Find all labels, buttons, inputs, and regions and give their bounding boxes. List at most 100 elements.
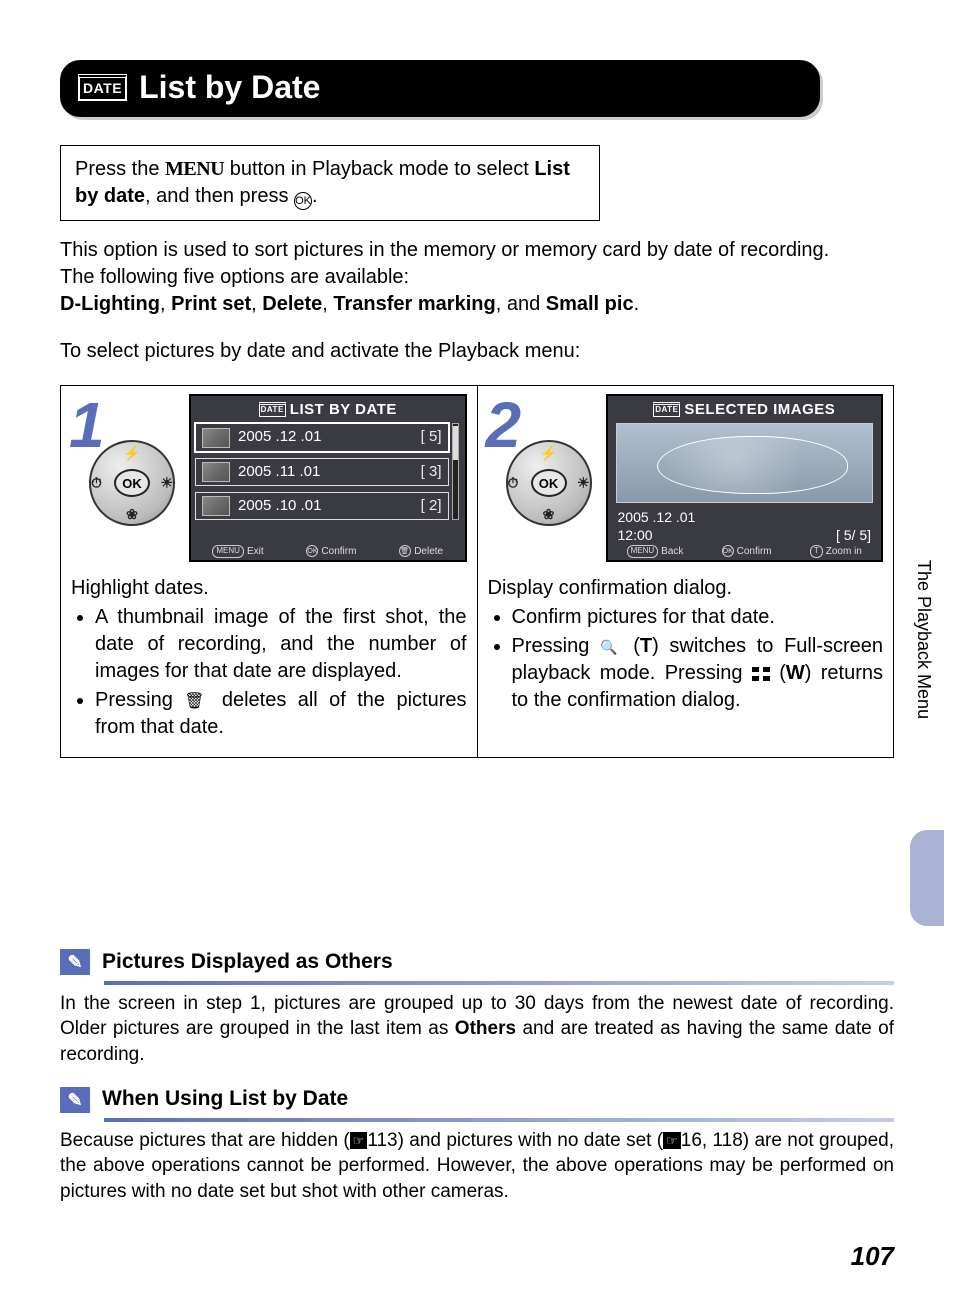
lcd-date-icon: DATE bbox=[653, 402, 680, 417]
lcd-row-2: 2005 .11 .01 [ 3] bbox=[195, 458, 449, 486]
note-2: ✎ When Using List by Date Because pictur… bbox=[60, 1085, 894, 1204]
note2-ref1: 113 bbox=[367, 1130, 397, 1151]
dpad-ok-button: OK bbox=[114, 469, 150, 497]
lcd-row2-date: 2005 .11 .01 bbox=[238, 462, 320, 482]
foot-ok-btn: OK bbox=[306, 545, 318, 557]
step-1: 1 ⚡ ❀ ⏱ ☀ OK DATELIST BY DATE 2005 .12 .… bbox=[61, 386, 477, 757]
step2-text: Display confirmation dialog. Confirm pic… bbox=[488, 575, 884, 714]
lcd-row2-count: [ 3] bbox=[421, 462, 442, 482]
intro-line2: The following five options are available… bbox=[60, 264, 894, 291]
intro-options: D-Lighting, Print set, Delete, Transfer … bbox=[60, 291, 894, 318]
section-title: List by Date bbox=[139, 66, 320, 109]
lcd-scrollbar bbox=[452, 423, 459, 520]
foot-zoom: Zoom in bbox=[826, 545, 862, 559]
note2-title: When Using List by Date bbox=[102, 1085, 348, 1113]
step2-lead: Display confirmation dialog. bbox=[488, 575, 884, 602]
note2-b: ) and pictures with no date set ( bbox=[398, 1130, 663, 1151]
note2-ref2: 16, 118 bbox=[681, 1130, 743, 1151]
note-divider bbox=[104, 1118, 894, 1122]
intro-line1: This option is used to sort pictures in … bbox=[60, 237, 894, 264]
dpad-right-icon: ☀ bbox=[577, 474, 590, 493]
trash-icon: 🗑 bbox=[184, 693, 210, 710]
dpad-down-icon: ❀ bbox=[126, 505, 138, 524]
dpad-up-icon: ⚡ bbox=[123, 444, 140, 463]
opt-dlighting: D-Lighting bbox=[60, 293, 160, 315]
foot-ok-btn: OK bbox=[722, 545, 734, 557]
thumbnail-grid-icon bbox=[752, 667, 770, 681]
thumb-icon bbox=[202, 496, 230, 516]
step2-lcd-footer: MENUBack OKConfirm TZoom in bbox=[612, 545, 878, 559]
opt-smallpic: Small pic bbox=[546, 293, 634, 315]
foot-t-btn: T bbox=[810, 545, 823, 558]
note1-body: In the screen in step 1, pictures are gr… bbox=[60, 991, 894, 1068]
foot-delete: Delete bbox=[414, 545, 443, 559]
date-icon: DATE bbox=[78, 74, 127, 101]
step-2: 2 ⚡ ❀ ⏱ ☀ OK DATESELECTED IMAGES 2005 .1… bbox=[477, 386, 894, 757]
dpad-graphic: ⚡ ❀ ⏱ ☀ OK bbox=[89, 440, 179, 526]
step2-lcd-info: 2005 .12 .01 12:00 [ 5/ 5] bbox=[612, 509, 878, 544]
selected-image-preview bbox=[616, 423, 874, 503]
step1-text: Highlight dates. A thumbnail image of th… bbox=[71, 575, 467, 741]
pencil-note-icon: ✎ bbox=[60, 949, 90, 975]
lcd-row3-count: [ 2] bbox=[421, 496, 442, 516]
step1-bullet-2: Pressing 🗑 deletes all of the pictures f… bbox=[95, 687, 467, 741]
page-number: 107 bbox=[851, 1239, 894, 1274]
lcd2-time: 12:00 bbox=[618, 527, 653, 545]
steps-container: 1 ⚡ ❀ ⏱ ☀ OK DATELIST BY DATE 2005 .12 .… bbox=[60, 385, 894, 758]
dpad-right-icon: ☀ bbox=[160, 474, 173, 493]
pencil-note-icon: ✎ bbox=[60, 1087, 90, 1113]
intro-block: This option is used to sort pictures in … bbox=[60, 237, 894, 318]
step1-lcd-footer: MENUExit OKConfirm 🗑Delete bbox=[195, 545, 461, 559]
note2-body: Because pictures that are hidden (☞113) … bbox=[60, 1128, 894, 1205]
note-divider bbox=[104, 981, 894, 985]
step2-lcd-screen: DATE SELECTED IMAGES 2005 .12 .01 12:00 [… bbox=[606, 394, 884, 562]
dpad-up-icon: ⚡ bbox=[540, 444, 557, 463]
page-ref-icon: ☞ bbox=[350, 1132, 368, 1150]
foot-trash-btn: 🗑 bbox=[399, 545, 411, 557]
note2-a: Because pictures that are hidden ( bbox=[60, 1130, 350, 1151]
opt-printset: Print set bbox=[171, 293, 251, 315]
step2-bullet-2: Pressing 🔍 (T) switches to Full-screen p… bbox=[512, 633, 884, 714]
lcd-row3-date: 2005 .10 .01 bbox=[238, 496, 321, 516]
lcd-row-1: 2005 .12 .01 [ 5] bbox=[195, 423, 449, 451]
note1-bold: Others bbox=[455, 1018, 516, 1039]
dpad-graphic: ⚡ ❀ ⏱ ☀ OK bbox=[506, 440, 596, 526]
foot-confirm: Confirm bbox=[321, 545, 356, 559]
lcd-row1-count: [ 5] bbox=[421, 427, 442, 447]
step2-lcd-title: SELECTED IMAGES bbox=[684, 401, 835, 418]
step1-lead: Highlight dates. bbox=[71, 575, 467, 602]
note1-title: Pictures Displayed as Others bbox=[102, 948, 393, 976]
opt-transfer: Transfer marking bbox=[333, 293, 495, 315]
foot-menu-btn: MENU bbox=[627, 545, 659, 558]
page-ref-icon: ☞ bbox=[663, 1132, 681, 1150]
side-tab-label: The Playback Menu bbox=[912, 560, 936, 719]
intro-post: . bbox=[634, 293, 640, 315]
dpad-left-icon: ⏱ bbox=[91, 474, 102, 493]
dpad-left-icon: ⏱ bbox=[508, 474, 519, 493]
lcd2-date: 2005 .12 .01 bbox=[618, 509, 872, 527]
foot-back: Back bbox=[661, 545, 683, 559]
menu-button-label: MENU bbox=[165, 158, 224, 180]
step1-bullet-1: A thumbnail image of the first shot, the… bbox=[95, 604, 467, 685]
instruction-text-pre: Press the bbox=[75, 158, 165, 180]
thumb-icon bbox=[202, 462, 230, 482]
lcd-date-icon: DATE bbox=[259, 402, 286, 417]
section-title-bar: DATE List by Date bbox=[60, 60, 820, 117]
side-tab-pill bbox=[910, 830, 944, 926]
opt-delete: Delete bbox=[262, 293, 322, 315]
lcd-row-3: 2005 .10 .01 [ 2] bbox=[195, 492, 449, 520]
instruction-text-mid: button in Playback mode to select bbox=[224, 158, 534, 180]
note-1: ✎ Pictures Displayed as Others In the sc… bbox=[60, 948, 894, 1067]
lcd2-index: [ 5/ 5] bbox=[836, 527, 871, 545]
step1-lcd-screen: DATE LIST BY DATE 2005 .12 .01 [ 5] 2005 … bbox=[189, 394, 467, 562]
instruction-box: Press the MENU button in Playback mode t… bbox=[60, 145, 600, 221]
thumb-icon bbox=[202, 428, 230, 448]
foot-exit: Exit bbox=[247, 545, 264, 559]
foot-confirm: Confirm bbox=[737, 545, 772, 559]
instruction-text-post: , and then press bbox=[145, 185, 294, 207]
step1-lcd-title: LIST BY DATE bbox=[290, 401, 397, 418]
step2-bullet-1: Confirm pictures for that date. bbox=[512, 604, 884, 631]
dpad-down-icon: ❀ bbox=[543, 505, 555, 524]
lcd-row1-date: 2005 .12 .01 bbox=[238, 427, 321, 447]
dpad-ok-button: OK bbox=[531, 469, 567, 497]
